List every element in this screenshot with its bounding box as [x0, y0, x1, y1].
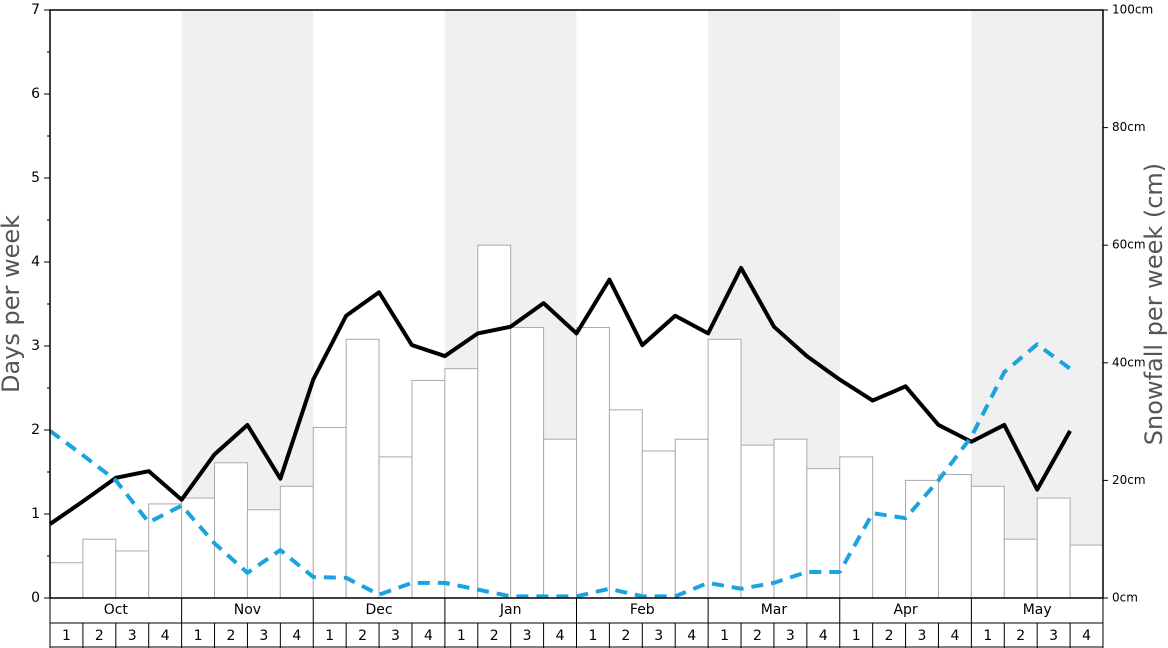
x-tick-label: 3 — [523, 628, 532, 644]
x-tick-label: 1 — [62, 628, 71, 644]
x-tick-label: 2 — [95, 628, 104, 644]
y-tick-label: 0 — [31, 590, 40, 606]
month-label: Oct — [104, 602, 129, 618]
bar — [214, 462, 248, 599]
y-tick-label: 2 — [31, 422, 40, 438]
bar — [641, 450, 676, 599]
bar — [1036, 497, 1071, 599]
line — [48, 265, 1072, 526]
y2-tick-label: 100cm — [1112, 3, 1153, 17]
x-tick-label: 3 — [654, 628, 663, 644]
month-label: May — [1023, 602, 1052, 618]
y-axis-label: Days per week — [0, 215, 25, 393]
x-tick-label: 4 — [292, 628, 301, 644]
y2-tick-label: 40cm — [1112, 355, 1146, 369]
y-tick-label: 6 — [31, 86, 40, 102]
bar — [740, 444, 775, 599]
y-tick-label: 3 — [31, 338, 40, 354]
y-tick-label: 4 — [31, 254, 40, 270]
bar — [1069, 544, 1104, 599]
bar — [411, 379, 446, 599]
x-tick-label: 2 — [227, 628, 236, 644]
x-tick-label: 2 — [621, 628, 630, 644]
x-tick-label: 1 — [852, 628, 861, 644]
x-tick-label: 1 — [194, 628, 203, 644]
month-label: Jan — [499, 602, 522, 618]
x-tick-label: 1 — [983, 628, 992, 644]
x-tick-label: 3 — [1049, 628, 1058, 644]
x-tick-label: 2 — [885, 628, 894, 644]
x-tick-label: 4 — [1082, 628, 1091, 644]
x-tick-label: 4 — [950, 628, 959, 644]
x-tick-label: 1 — [720, 628, 729, 644]
line — [48, 342, 1072, 599]
bar — [378, 456, 413, 599]
bar — [674, 438, 709, 599]
x-tick-label: 2 — [358, 628, 367, 644]
month-label: Apr — [893, 602, 917, 618]
x-tick-label: 2 — [1016, 628, 1025, 644]
y2-tick-label: 80cm — [1112, 120, 1146, 134]
x-tick-label: 4 — [687, 628, 696, 644]
x-tick-label: 4 — [556, 628, 565, 644]
bar — [1003, 538, 1038, 599]
bar — [279, 485, 314, 599]
month-label: Nov — [234, 602, 261, 618]
bar — [115, 550, 150, 599]
bar — [82, 538, 117, 599]
bar — [806, 468, 841, 599]
y2-tick-label: 0cm — [1112, 591, 1138, 605]
x-tick-label: 2 — [490, 628, 499, 644]
bar — [970, 485, 1005, 599]
y2-tick-label: 60cm — [1112, 238, 1146, 252]
x-tick-label: 3 — [918, 628, 927, 644]
x-tick-label: 2 — [753, 628, 762, 644]
x-tick-label: 1 — [325, 628, 334, 644]
bar — [707, 338, 742, 599]
x-tick-label: 4 — [424, 628, 433, 644]
month-label: Dec — [366, 602, 393, 618]
bar — [608, 409, 643, 599]
x-tick-label: 4 — [819, 628, 828, 644]
x-tick-label: 1 — [588, 628, 597, 644]
x-tick-label: 3 — [128, 628, 137, 644]
x-tick-label: 3 — [786, 628, 795, 644]
month-label: Feb — [630, 602, 655, 618]
y2-tick-label: 20cm — [1112, 473, 1146, 487]
bar — [49, 562, 84, 599]
bar — [444, 368, 479, 599]
bar — [477, 244, 512, 599]
y-tick-label: 5 — [31, 170, 40, 186]
x-tick-label: 3 — [259, 628, 268, 644]
bar — [576, 327, 610, 599]
bar — [312, 426, 347, 599]
month-label: Mar — [761, 602, 788, 618]
y2-axis-label: Snowfall per week (cm) — [1140, 163, 1168, 445]
bar — [937, 474, 972, 599]
x-tick-label: 3 — [391, 628, 400, 644]
bar — [345, 338, 380, 599]
bar — [773, 438, 808, 599]
y-tick-label: 7 — [31, 2, 40, 18]
x-tick-label: 4 — [161, 628, 170, 644]
bar — [510, 327, 545, 599]
x-tick-label: 1 — [457, 628, 466, 644]
bar — [905, 479, 939, 599]
bar — [839, 456, 874, 599]
y-tick-label: 1 — [31, 506, 40, 522]
bar — [543, 438, 577, 599]
